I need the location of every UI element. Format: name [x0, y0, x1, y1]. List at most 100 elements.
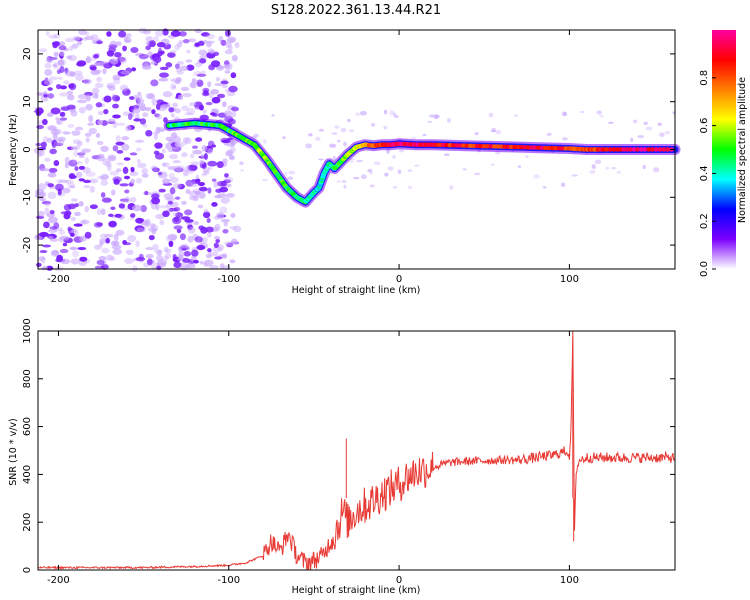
noise-blob	[194, 42, 201, 47]
y-tick-label: 200	[22, 513, 33, 532]
noise-blob	[156, 42, 166, 48]
noise-blob	[99, 241, 104, 247]
noise-blob	[59, 92, 69, 97]
noise-blob	[141, 65, 152, 70]
noise-blob	[219, 206, 228, 214]
noise-blob	[194, 190, 201, 195]
noise-blob	[170, 83, 177, 91]
noise-blob	[107, 155, 117, 162]
noise-blob	[56, 254, 64, 262]
noise-blob	[35, 107, 44, 115]
noise-blob	[96, 140, 104, 146]
noise-blob	[197, 204, 204, 209]
noise-blob	[173, 261, 182, 269]
noise-blob	[546, 132, 552, 136]
noise-blob	[122, 242, 132, 246]
noise-blob	[156, 259, 167, 266]
noise-blob	[136, 227, 145, 233]
noise-blob	[47, 236, 54, 240]
noise-blob	[180, 243, 189, 249]
noise-blob	[562, 111, 567, 117]
noise-blob	[132, 108, 141, 114]
noise-blob	[653, 167, 660, 173]
noise-blob	[174, 196, 181, 200]
noise-blob	[196, 73, 207, 77]
noise-blob	[449, 184, 454, 190]
noise-blob	[173, 216, 180, 223]
noise-blob	[157, 51, 163, 57]
noise-blob	[73, 223, 83, 227]
noise-blob	[172, 253, 177, 260]
noise-blob	[43, 221, 50, 229]
noise-blob	[121, 136, 130, 141]
noise-blob	[130, 166, 135, 173]
noise-blob	[110, 206, 116, 211]
noise-blob	[47, 183, 54, 188]
noise-blob	[167, 233, 178, 241]
noise-blob	[87, 122, 95, 126]
noise-blob	[190, 161, 200, 166]
noise-blob	[225, 41, 232, 48]
noise-blob	[59, 117, 68, 121]
noise-blob	[112, 103, 119, 109]
x-tick-label: 0	[396, 575, 402, 586]
colorbar: 0.0 0.2 0.4 0.6 0.8 Normalized spectral ampl…	[699, 30, 748, 277]
noise-blob	[176, 228, 182, 234]
noise-blob	[119, 183, 129, 187]
noise-blob	[57, 59, 65, 66]
noise-blob	[79, 235, 87, 242]
noise-blob	[263, 139, 267, 144]
noise-blob	[188, 169, 195, 174]
noise-blob	[168, 153, 178, 160]
noise-blob	[58, 45, 67, 51]
noise-blob	[130, 47, 139, 54]
noise-blob	[178, 31, 187, 37]
noise-blob	[57, 59, 67, 67]
noise-blob	[184, 209, 193, 216]
noise-blob	[73, 149, 79, 157]
noise-blob	[162, 178, 171, 184]
noise-blob	[185, 179, 194, 187]
ridge-point	[649, 147, 656, 152]
noise-blob	[414, 164, 420, 167]
noise-blob	[170, 113, 176, 118]
snr-panel: -200 -100 0 100 0 200 400 600 800 1000 Height of…	[8, 318, 676, 596]
noise-blob	[96, 208, 102, 216]
noise-blob	[191, 249, 199, 257]
noise-blob	[115, 229, 125, 236]
spectrogram-x-ticks: -200 -100 0 100	[47, 30, 579, 285]
noise-blob	[43, 94, 48, 98]
noise-blob	[115, 135, 121, 143]
noise-blob	[209, 252, 219, 257]
noise-blob	[177, 183, 185, 190]
noise-blob	[189, 81, 198, 89]
noise-blob	[168, 240, 174, 248]
noise-blob	[369, 171, 373, 175]
noise-blob	[107, 118, 116, 124]
noise-blob	[343, 184, 347, 189]
noise-blob	[187, 235, 194, 243]
noise-blob	[137, 98, 145, 105]
noise-blob	[123, 157, 131, 161]
noise-blob	[214, 223, 221, 231]
noise-blob	[194, 236, 204, 243]
noise-blob	[62, 242, 68, 247]
noise-blob	[64, 179, 74, 184]
noise-blob	[179, 233, 186, 241]
noise-blob	[52, 63, 58, 68]
noise-blob	[55, 138, 63, 142]
noise-blob	[153, 249, 163, 253]
noise-blob	[78, 29, 87, 36]
noise-blob	[64, 162, 69, 169]
noise-blob	[68, 175, 77, 179]
noise-blob	[68, 185, 76, 189]
noise-blob	[72, 139, 82, 145]
noise-blob	[42, 135, 49, 144]
noise-blob	[66, 90, 74, 96]
noise-blob	[202, 109, 207, 114]
noise-blob	[45, 57, 54, 64]
noise-blob	[118, 30, 127, 38]
noise-blob	[129, 96, 135, 100]
noise-blob	[271, 114, 275, 117]
noise-blob	[41, 200, 52, 205]
